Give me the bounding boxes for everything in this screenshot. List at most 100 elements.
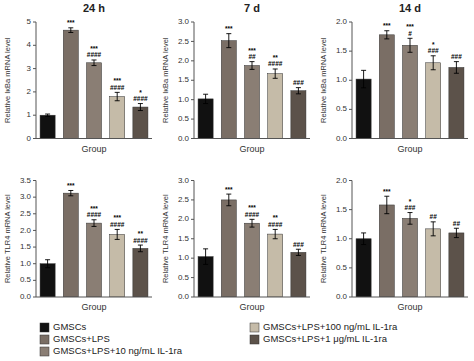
panel: 0.00.51.01.52.02.53.03.5******####***###… [3, 176, 152, 312]
error-bar [92, 220, 97, 227]
error-bar [273, 229, 278, 238]
error-bar [431, 222, 436, 236]
bars [198, 194, 306, 297]
legend-swatch [250, 323, 259, 332]
legend: GMSCsGMSCs+LPSGMSCs+LPS+10 ng/mL IL-1raG… [40, 321, 398, 356]
error-bar [115, 92, 120, 100]
bar [426, 229, 441, 297]
bar [86, 63, 101, 139]
x-axis-label: Group [239, 144, 264, 154]
y-tick-label: 5 [27, 17, 32, 26]
bar [244, 223, 259, 297]
y-tick-label: 1.0 [178, 253, 190, 262]
y-tick-label: 1.5 [178, 234, 190, 243]
y-tick-label: 1.0 [178, 95, 190, 104]
y-axis-line [194, 22, 195, 139]
y-tick-label: 2.0 [178, 214, 190, 223]
bar [402, 45, 417, 138]
annotation: *** [225, 186, 233, 193]
bar [449, 233, 464, 297]
annotation: #### [268, 221, 283, 228]
panel: 7 d0.00.51.01.52.02.53.0******##**######… [161, 2, 310, 154]
error-bar [454, 62, 459, 74]
y-axis-label: Relative IκBa mRNA level [3, 37, 12, 123]
y-axis-label: Relative TLR4 mRNA level [3, 194, 12, 283]
annotation: #### [87, 211, 102, 218]
chart-title: 7 d [244, 2, 260, 14]
y-axis-label: Relative TLR4 mRNA level [319, 194, 328, 283]
legend-label: GMSCs+LPS+100 ng/mL IL-1ra [263, 321, 398, 332]
legend-swatch [40, 323, 49, 332]
y-tick-label: 0.0 [336, 292, 348, 301]
y-tick-label: 0.0 [178, 292, 190, 301]
error-bar [296, 249, 301, 255]
x-axis-line [352, 297, 468, 298]
y-tick-label: 1.5 [336, 205, 348, 214]
bar [110, 97, 125, 139]
annotation: ### [428, 47, 439, 54]
error-bar [250, 219, 255, 227]
y-tick-label: 2.5 [20, 209, 32, 218]
y-tick-label: 0.0 [336, 134, 348, 143]
x-axis-line [194, 297, 310, 298]
y-tick-label: 0.0 [178, 134, 190, 143]
annotation: ### [451, 53, 462, 60]
y-tick-label: 1 [27, 110, 32, 119]
annotation: ## [248, 53, 256, 60]
y-tick-label: 3.0 [178, 17, 190, 26]
y-tick-label: 2.0 [178, 56, 190, 65]
y-tick-label: 1.5 [20, 242, 32, 251]
panel: 0.00.51.01.52.0****#######GroupRelative … [319, 176, 468, 312]
y-tick-label: 2.0 [20, 226, 32, 235]
y-axis-label: Relative IκBa mRNA level [319, 37, 328, 123]
error-bar [203, 94, 208, 103]
y-tick-label: 3 [27, 64, 32, 73]
error-bar [45, 260, 50, 268]
y-tick-label: 2.5 [178, 37, 190, 46]
error-bar [250, 62, 255, 70]
y-tick-label: 2 [27, 87, 32, 96]
error-bar [138, 245, 143, 252]
legend-label: GMSCs+LPS+10 ng/mL IL-1ra [53, 345, 183, 356]
annotation: *** [67, 19, 75, 26]
y-axis-label: Relative IκBa mRNA level [161, 37, 170, 123]
legend-swatch [40, 335, 49, 344]
error-bar [296, 88, 301, 94]
error-bar [454, 228, 459, 237]
bar [221, 200, 236, 297]
bar [449, 67, 464, 138]
y-axis-line [194, 181, 195, 298]
bars [40, 190, 148, 297]
x-axis-line [352, 138, 468, 139]
annotation: #### [268, 60, 283, 67]
y-tick-label: 0.0 [20, 292, 32, 301]
annotation: #### [110, 221, 125, 228]
bar [291, 252, 306, 297]
x-axis-label: Group [81, 302, 106, 312]
chart-title: 24 h [83, 2, 105, 14]
y-tick-label: 2.0 [336, 176, 348, 185]
annotation: *** [383, 188, 391, 195]
bar [268, 234, 283, 297]
x-axis-label: Group [239, 302, 264, 312]
y-tick-label: 0.5 [20, 275, 32, 284]
y-tick-label: 0.5 [336, 263, 348, 272]
legend-label: GMSCs [53, 321, 87, 332]
error-bar [361, 233, 366, 245]
x-axis-label: Group [81, 144, 106, 154]
annotation: #### [245, 211, 260, 218]
y-tick-label: 2.0 [336, 17, 348, 26]
bar [291, 91, 306, 139]
bar [244, 65, 259, 138]
bar [133, 107, 148, 138]
annotation: ## [430, 213, 438, 220]
panel: 24 h012345******####***####*####GroupRel… [3, 2, 152, 154]
bar [356, 239, 371, 297]
y-tick-label: 0.5 [336, 104, 348, 113]
error-bar [115, 229, 120, 239]
error-bar [45, 114, 50, 116]
annotation: ### [405, 204, 416, 211]
y-tick-label: 3.0 [20, 192, 32, 201]
y-axis-line [36, 181, 37, 298]
error-bar [431, 56, 436, 70]
